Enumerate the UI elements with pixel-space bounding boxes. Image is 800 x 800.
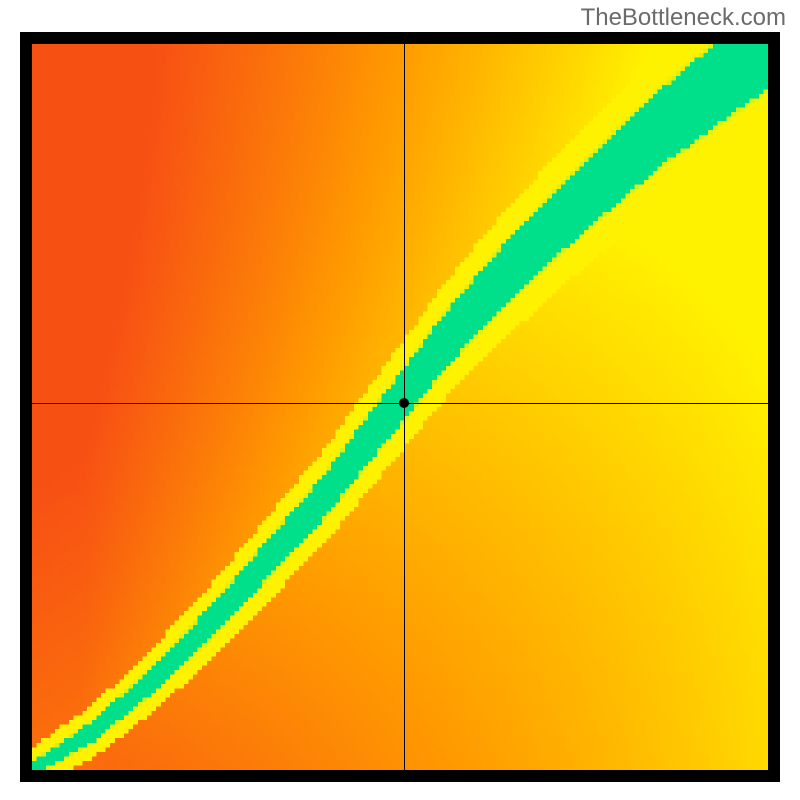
watermark-text: TheBottleneck.com	[581, 4, 786, 32]
crosshair-marker-dot	[399, 398, 409, 408]
chart-container: TheBottleneck.com	[0, 0, 800, 800]
